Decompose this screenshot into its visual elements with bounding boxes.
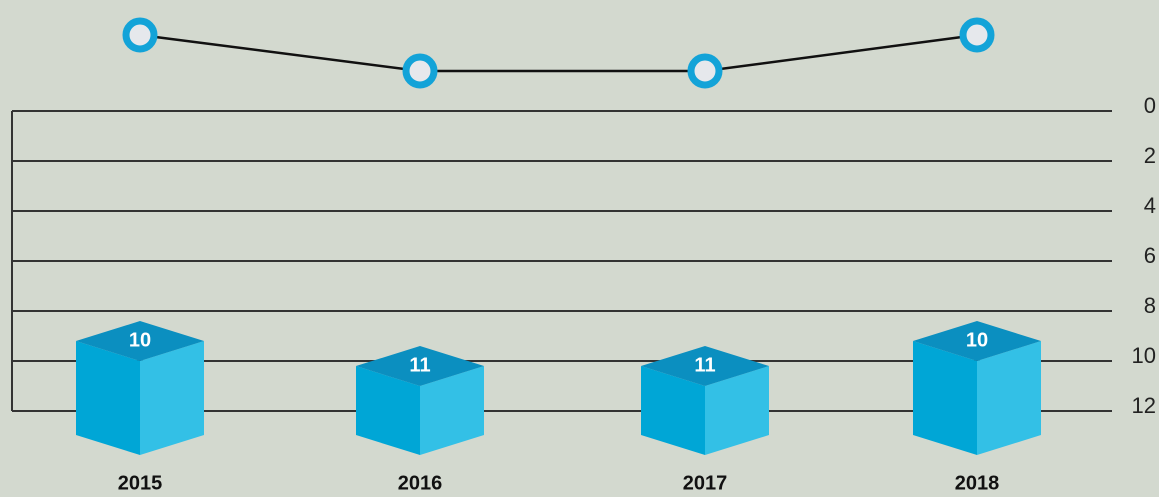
bar-top [356,346,484,386]
bar-right [977,341,1041,455]
line [139,33,978,73]
value-label: 11 [409,354,430,376]
y-tick-label: 4 [1144,193,1156,218]
bar-top [76,321,204,361]
y-tick-label: 12 [1132,393,1156,418]
bar-right [705,366,769,455]
value-label: 10 [966,329,988,351]
y-tick-label: 8 [1144,293,1156,318]
bar-top [913,321,1041,361]
x-tick-label: 2017 [683,472,728,494]
x-tick-label: 2018 [955,472,1000,494]
bar-left [913,341,977,455]
y-tick-label: 6 [1144,243,1156,268]
line-marker [959,17,995,53]
bar-left [76,341,140,455]
x-tick-label: 2015 [118,472,163,494]
value-label: 10 [129,329,151,351]
bar-left [356,366,420,455]
bar-top [641,346,769,386]
value-label: 11 [694,354,715,376]
bar-right [140,341,204,455]
bar-right [420,366,484,455]
y-tick-label: 0 [1144,93,1156,118]
line-marker [402,53,438,89]
line-marker [687,53,723,89]
x-tick-label: 2016 [398,472,443,494]
line-marker [122,17,158,53]
y-tick-label: 2 [1144,143,1156,168]
bar-left [641,366,705,455]
y-tick-label: 10 [1132,343,1156,368]
